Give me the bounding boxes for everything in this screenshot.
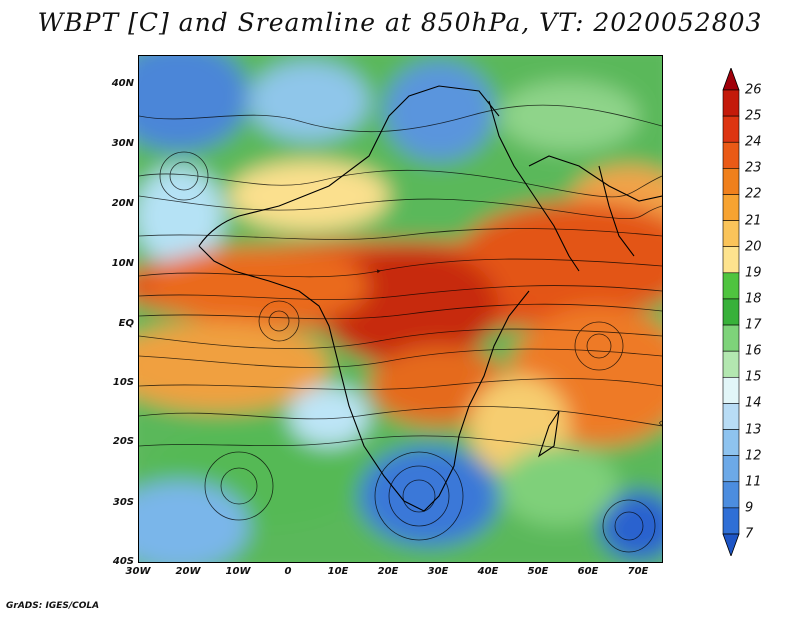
colorbar-label: 15 bbox=[745, 369, 762, 385]
colorbar-label: 19 bbox=[745, 265, 762, 281]
streamlines bbox=[139, 104, 662, 553]
lat-label-40s: 40S bbox=[112, 556, 134, 567]
lat-label-20s: 20S bbox=[112, 436, 134, 447]
lon-label-40e: 40E bbox=[477, 566, 499, 577]
colorbar-box bbox=[722, 298, 740, 326]
colorbar-label: 17 bbox=[745, 317, 762, 333]
colorbar-label: 13 bbox=[745, 422, 762, 438]
colorbar-label: 9 bbox=[745, 500, 754, 516]
lon-label-20e: 20E bbox=[377, 566, 399, 577]
colorbar-box bbox=[722, 246, 740, 274]
colorbar-label: 26 bbox=[745, 82, 762, 98]
lon-label-70e: 70E bbox=[627, 566, 649, 577]
lon-label-10e: 10E bbox=[327, 566, 349, 577]
lon-label-30e: 30E bbox=[427, 566, 449, 577]
lon-label-30w: 30W bbox=[125, 566, 151, 577]
lon-label-10w: 10W bbox=[225, 566, 251, 577]
lat-label-eq: EQ bbox=[118, 318, 134, 329]
colorbar-box bbox=[722, 429, 740, 456]
grads-credit: GrADS: IGES/COLA bbox=[6, 601, 100, 611]
colorbar-bottom-triangle bbox=[722, 533, 740, 556]
colorbar-label: 11 bbox=[745, 474, 762, 490]
colorbar-box bbox=[722, 324, 740, 352]
colorbar-label: 23 bbox=[745, 160, 762, 176]
lat-label-40n: 40N bbox=[111, 78, 134, 89]
colorbar-label: 18 bbox=[745, 291, 762, 307]
colorbar-box bbox=[722, 403, 740, 430]
lat-label-10s: 10S bbox=[112, 377, 134, 388]
colorbar-label: 24 bbox=[745, 134, 762, 150]
colorbar-label: 12 bbox=[745, 448, 762, 464]
colorbar-label: 20 bbox=[745, 239, 762, 255]
colorbar-label: 7 bbox=[745, 526, 754, 542]
lon-label-50e: 50E bbox=[527, 566, 549, 577]
colorbar-box bbox=[722, 350, 740, 378]
lat-label-10n: 10N bbox=[111, 258, 134, 269]
colorbar-label: 16 bbox=[745, 343, 762, 359]
wbpt-color-field bbox=[139, 56, 662, 562]
colorbar-label: 22 bbox=[745, 186, 762, 202]
colorbar-box bbox=[722, 272, 740, 300]
colorbar-label: 25 bbox=[745, 108, 762, 124]
lon-label-20w: 20W bbox=[175, 566, 201, 577]
lat-label-30n: 30N bbox=[111, 138, 134, 149]
colorbar-box bbox=[722, 168, 740, 195]
colorbar-box bbox=[722, 194, 740, 221]
colorbar-box bbox=[722, 455, 740, 483]
colorbar-box bbox=[722, 481, 740, 509]
colorbar-box bbox=[722, 89, 740, 117]
chart-title: WBPT [C] and Sreamline at 850hPa, VT: 20… bbox=[37, 8, 763, 37]
lat-label-20n: 20N bbox=[111, 198, 134, 209]
colorbar-box bbox=[722, 220, 740, 248]
colorbar bbox=[722, 68, 740, 556]
coastlines bbox=[198, 85, 662, 512]
colorbar-box bbox=[722, 115, 740, 143]
lon-label-0: 0 bbox=[284, 566, 292, 577]
lat-label-30s: 30S bbox=[112, 497, 134, 508]
colorbar-label: 14 bbox=[745, 395, 762, 411]
colorbar-box bbox=[722, 376, 740, 404]
colorbar-label: 21 bbox=[745, 213, 762, 229]
colorbar-top-triangle bbox=[722, 68, 740, 91]
colorbar-box bbox=[722, 141, 740, 169]
lon-label-60e: 60E bbox=[577, 566, 599, 577]
wbpt-streamline-map[interactable] bbox=[138, 55, 663, 563]
map-canvas bbox=[139, 56, 662, 562]
colorbar-box bbox=[722, 507, 740, 535]
